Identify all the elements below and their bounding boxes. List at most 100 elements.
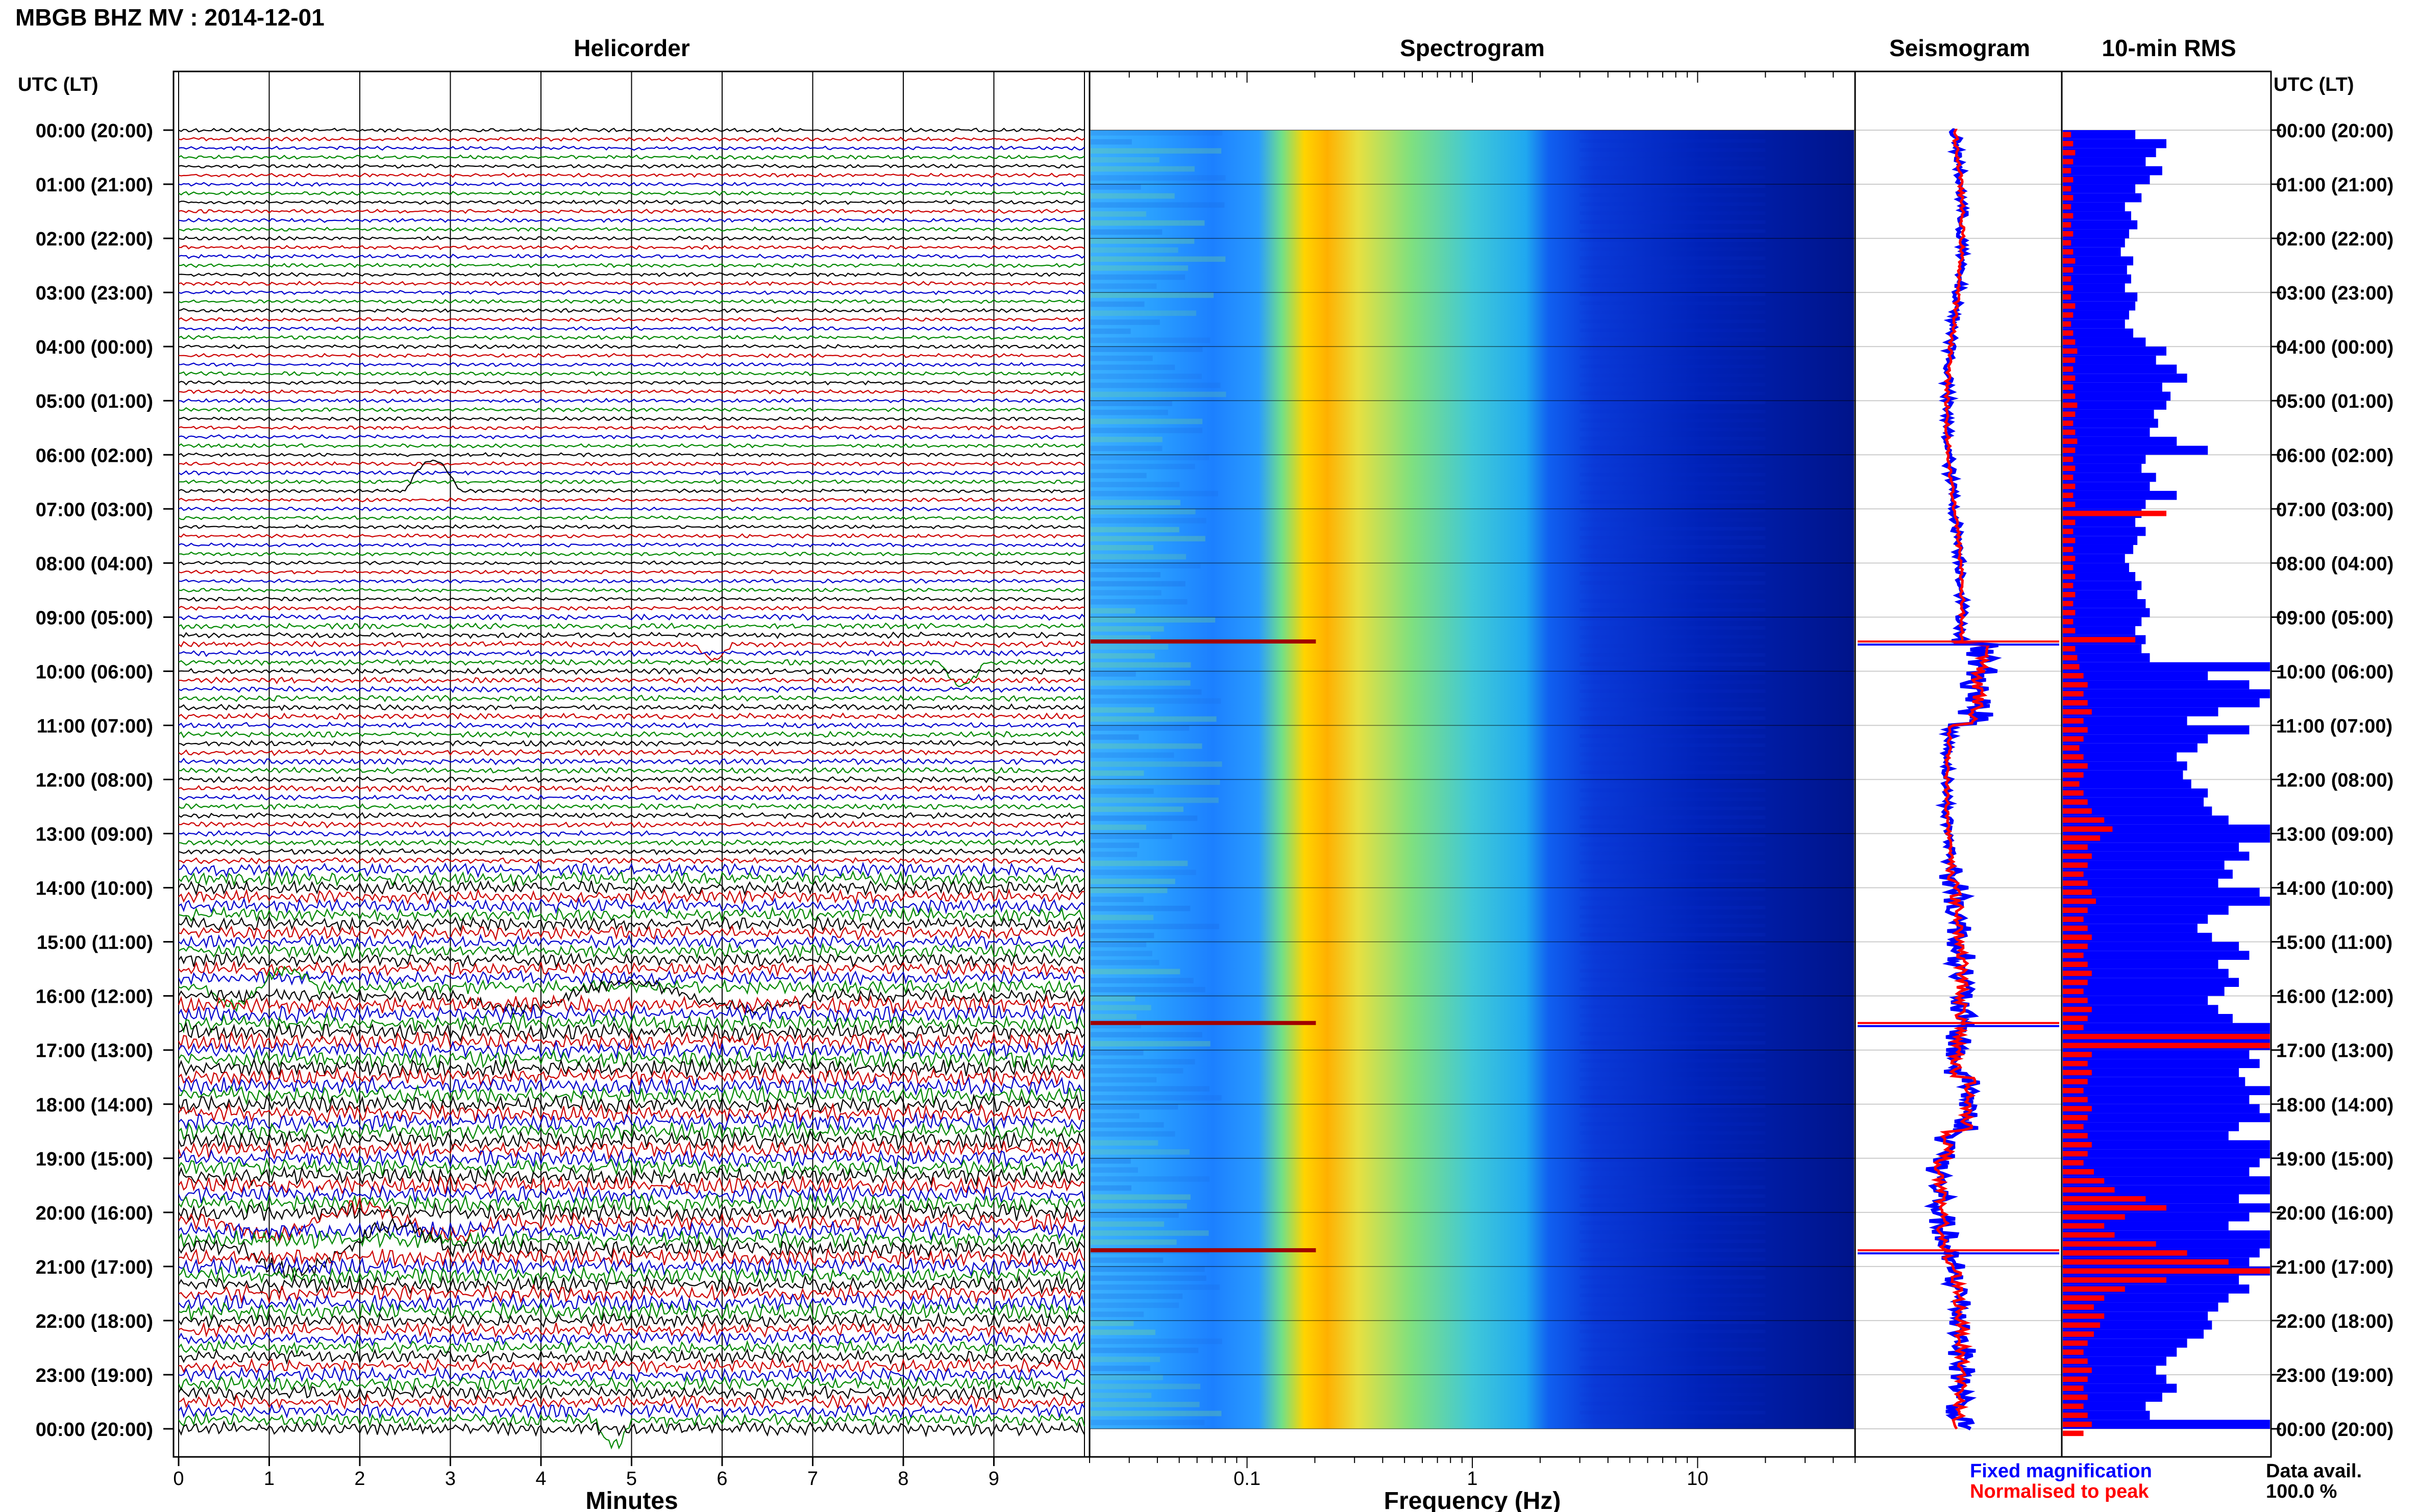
rms-bar-fixed	[2063, 1383, 2177, 1393]
spectrogram-row-texture	[1091, 283, 1157, 289]
rms-bar-fixed	[2063, 527, 2146, 536]
spectrogram-row-texture	[1579, 599, 1766, 603]
helicorder-trace	[178, 933, 1085, 951]
spectrogram-row-texture	[1579, 346, 1766, 351]
spectrogram-row-texture	[1091, 1230, 1209, 1236]
rms-bar-fixed	[2063, 301, 2136, 311]
rms-bar-normalised	[2063, 628, 2076, 634]
spectrogram-row-texture	[1091, 797, 1219, 803]
spectrogram-row-texture	[1579, 238, 1766, 242]
spectrogram-row-texture	[1091, 824, 1146, 830]
rms-bar-normalised	[2063, 682, 2088, 688]
time-tick-label-left: 17:00 (13:00)	[36, 1040, 153, 1062]
rms-bar-normalised	[2063, 186, 2071, 192]
rms-bar-normalised	[2063, 916, 2084, 922]
helicorder-trace	[178, 145, 1085, 151]
helicorder-trace	[178, 1129, 1085, 1151]
helicorder-x-tick-label: 6	[717, 1468, 727, 1490]
spectrogram-row-texture	[1579, 202, 1766, 206]
spectrogram-row-texture	[1091, 851, 1138, 857]
rms-bar-normalised	[2063, 556, 2076, 561]
rms-bar-normalised	[2063, 411, 2076, 417]
helicorder-trace	[179, 353, 1085, 359]
rms-bar-normalised	[2063, 465, 2076, 472]
helicorder-x-tick-label: 9	[989, 1468, 999, 1490]
helicorder-trace	[178, 551, 1085, 557]
time-tick-label-right: 12:00 (08:00)	[2276, 770, 2393, 791]
time-tick-label-right: 02:00 (22:00)	[2276, 229, 2393, 250]
spectrogram-row-texture	[1091, 563, 1201, 568]
time-tick-label-left: 12:00 (08:00)	[36, 770, 153, 791]
rms-bar-normalised	[2063, 1052, 2092, 1057]
rms-bar-fixed	[2063, 779, 2191, 789]
helicorder-trace	[178, 1330, 1085, 1348]
helicorder-trace	[178, 757, 1085, 765]
spectrogram-row-texture	[1579, 1248, 1766, 1252]
rms-bar-normalised	[2063, 519, 2076, 526]
spectrogram-row-texture	[1091, 1077, 1157, 1083]
rms-bar-fixed	[2063, 1420, 2270, 1429]
rms-bar-fixed	[2063, 608, 2150, 617]
spectrogram-row-texture	[1091, 1140, 1158, 1146]
helicorder-trace	[178, 829, 1085, 837]
spectrogram-row-texture	[1579, 1104, 1766, 1108]
spectrogram-row-texture	[1579, 1302, 1766, 1306]
rms-bar-normalised	[2063, 961, 2088, 968]
spectrogram-row-texture	[1579, 1393, 1766, 1397]
spectrogram-row-texture	[1091, 860, 1188, 866]
helicorder-trace	[179, 820, 1085, 829]
rms-bar-fixed	[2063, 860, 2225, 870]
rms-bar-fixed	[2063, 680, 2250, 689]
time-tick-label-left: 19:00 (15:00)	[36, 1149, 153, 1170]
spectrogram-x-tick-label: 0.1	[1233, 1468, 1261, 1490]
spectrogram-row-texture	[1579, 1194, 1766, 1198]
spectrogram-row-texture	[1579, 184, 1766, 188]
helicorder-trace	[178, 533, 1085, 539]
spectrogram-row-texture	[1579, 463, 1766, 467]
time-tick-label-right: 17:00 (13:00)	[2276, 1040, 2393, 1062]
rms-bar-normalised	[2063, 934, 2092, 940]
rms-bar-fixed	[2063, 473, 2156, 482]
spectrogram-row-texture	[1091, 1014, 1137, 1020]
spectrogram-row-texture	[1091, 1266, 1205, 1272]
spectrogram-row-texture	[1091, 581, 1186, 587]
rms-bar-fixed	[2063, 734, 2208, 743]
spectrogram-row-texture	[1579, 743, 1766, 747]
helicorder-trace	[178, 1274, 1085, 1295]
spectrogram-row-texture	[1579, 544, 1766, 549]
rms-bar-fixed	[2063, 382, 2162, 392]
rms-bar-fixed	[2063, 1050, 2250, 1059]
rms-bar-normalised	[2063, 267, 2074, 273]
spectrogram-row-texture	[1579, 788, 1766, 792]
spectrogram-row-texture	[1091, 617, 1216, 623]
helicorder-trace	[178, 794, 1085, 801]
spectrogram-row-texture	[1579, 139, 1766, 143]
rms-bar-normalised	[2063, 1033, 2270, 1039]
rms-bar-fixed	[2063, 418, 2158, 428]
rms-bar-normalised	[2063, 330, 2074, 336]
rms-bar-normalised	[2063, 366, 2074, 372]
rms-bar-fixed	[2063, 202, 2125, 212]
spectrogram-row-texture	[1579, 1212, 1766, 1216]
spectrogram-row-texture	[1579, 527, 1766, 531]
helicorder-panel-title: Helicorder	[574, 35, 690, 61]
rms-bar-normalised	[2063, 502, 2076, 507]
spectrogram-row-texture	[1091, 175, 1226, 181]
rms-bar-normalised	[2063, 1205, 2166, 1211]
rms-bar-fixed	[2063, 292, 2138, 302]
rms-bar-normalised	[2063, 1286, 2125, 1292]
time-tick-label-right: 22:00 (18:00)	[2276, 1311, 2393, 1332]
spectrogram-row-texture	[1579, 292, 1766, 296]
spectrogram-row-texture	[1091, 1113, 1140, 1119]
spectrogram-row-texture	[1579, 301, 1766, 305]
rms-bar-normalised	[2063, 817, 2105, 823]
spectrogram-row-texture	[1091, 752, 1174, 758]
rms-bar-fixed	[2063, 1167, 2250, 1177]
spectrogram-row-texture	[1579, 761, 1766, 765]
spectrogram-row-texture	[1579, 1158, 1766, 1162]
rms-bar-normalised	[2063, 159, 2074, 165]
spectrogram-row-texture	[1091, 1032, 1202, 1037]
spectrogram-row-texture	[1579, 1374, 1766, 1379]
helicorder-trace	[178, 695, 1085, 703]
rms-bar-fixed	[2063, 707, 2218, 716]
